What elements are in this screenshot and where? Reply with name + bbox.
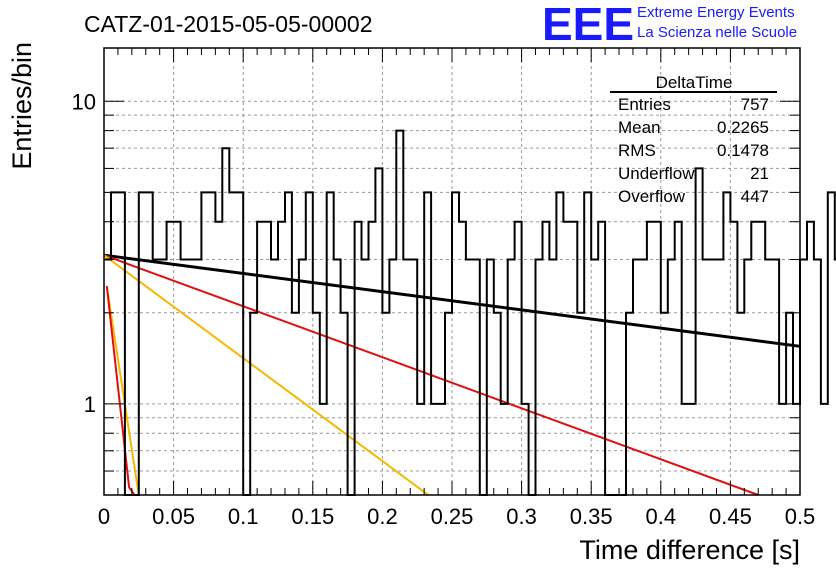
- x-tick-label: 0.25: [431, 504, 474, 529]
- y-tick-label: 10: [72, 89, 96, 114]
- stats-value-entries: 757: [741, 95, 769, 114]
- eee-logo: EEE: [542, 0, 634, 50]
- x-tick-label: 0.35: [570, 504, 613, 529]
- histogram-line: [104, 129, 836, 496]
- x-tick-label: 0: [98, 504, 110, 529]
- x-tick-label: 0.2: [367, 504, 398, 529]
- stats-box: DeltaTime Entries 757 Mean 0.2265 RMS 0.…: [610, 73, 777, 206]
- stats-value-overflow: 447: [741, 187, 769, 206]
- y-tick-labels: 1 10: [72, 89, 96, 417]
- axis-ticks: [103, 48, 801, 496]
- chart-title: CATZ-01-2015-05-05-00002: [84, 11, 373, 37]
- x-tick-label: 0.5: [785, 504, 816, 529]
- x-tick-label: 0.3: [506, 504, 537, 529]
- fit-curve: [105, 285, 136, 496]
- stats-label-entries: Entries: [618, 95, 671, 114]
- x-tick-labels: 0 0.05 0.1 0.15 0.2 0.25 0.3 0.35 0.4 0.45 0.5: [98, 504, 815, 529]
- histogram-series: [104, 129, 836, 496]
- stats-label-mean: Mean: [618, 118, 661, 137]
- stats-value-rms: 0.1478: [717, 141, 769, 160]
- stats-value-mean: 0.2265: [717, 118, 769, 137]
- stats-label-rms: RMS: [618, 141, 656, 160]
- stats-label-overflow: Overflow: [618, 187, 686, 206]
- stats-box-title: DeltaTime: [656, 73, 733, 92]
- brand-line-1: Extreme Energy Events: [637, 4, 795, 21]
- x-tick-label: 0.15: [291, 504, 334, 529]
- x-axis-label: Time difference [s]: [579, 535, 800, 565]
- stats-value-underflow: 21: [750, 164, 769, 183]
- x-tick-label: 0.45: [709, 504, 752, 529]
- fit-curve: [105, 285, 140, 496]
- x-tick-label: 0.05: [152, 504, 195, 529]
- x-tick-label: 0.4: [646, 504, 677, 529]
- x-tick-label: 0.1: [228, 504, 259, 529]
- fit-curve: [103, 254, 429, 496]
- y-axis-label: Entries/bin: [7, 42, 37, 170]
- stats-label-underflow: Underflow: [618, 164, 695, 183]
- brand-line-2: La Scienza nelle Scuole: [637, 24, 797, 41]
- y-tick-label: 1: [84, 392, 96, 417]
